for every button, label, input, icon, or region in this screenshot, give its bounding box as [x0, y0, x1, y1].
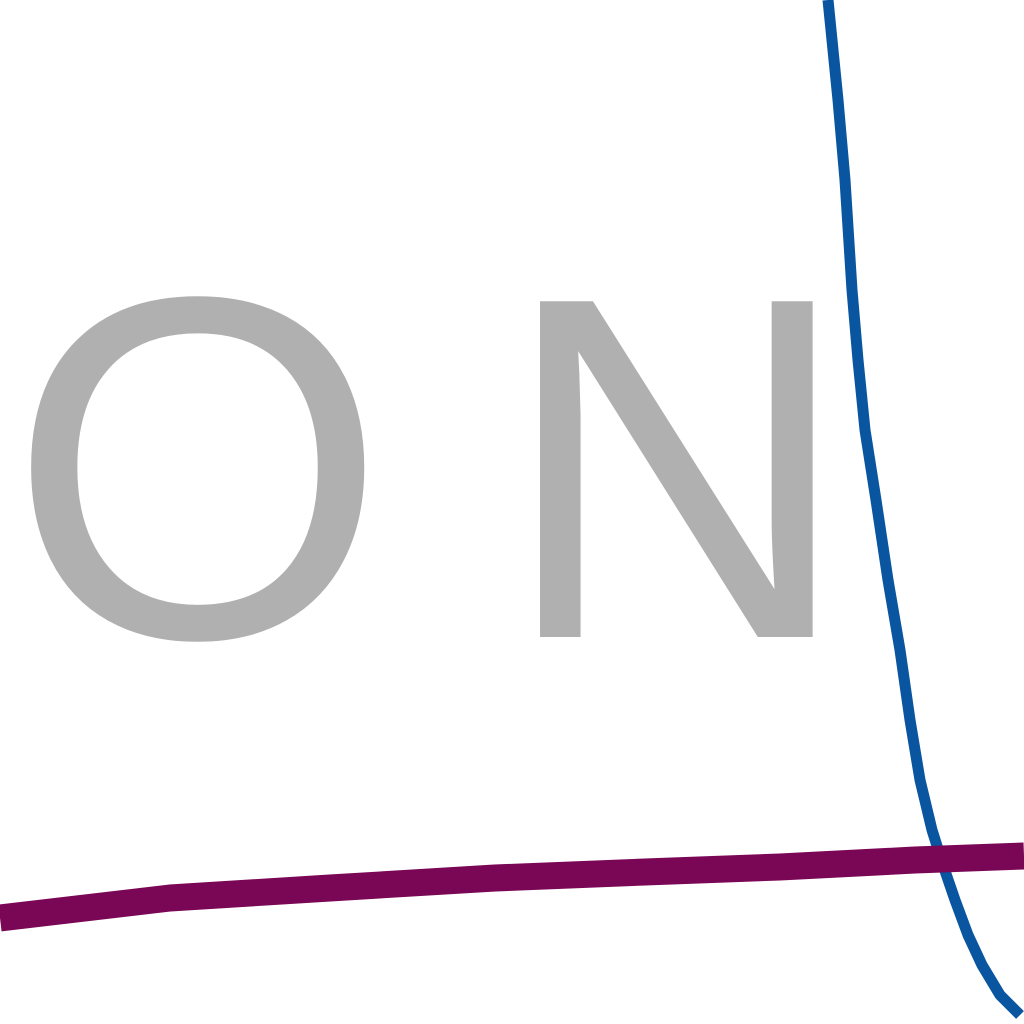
letter-n: N: [500, 196, 853, 741]
blue-line: [822, 0, 1024, 1019]
letter-o: O: [8, 196, 388, 741]
purple-line: [0, 842, 1024, 932]
